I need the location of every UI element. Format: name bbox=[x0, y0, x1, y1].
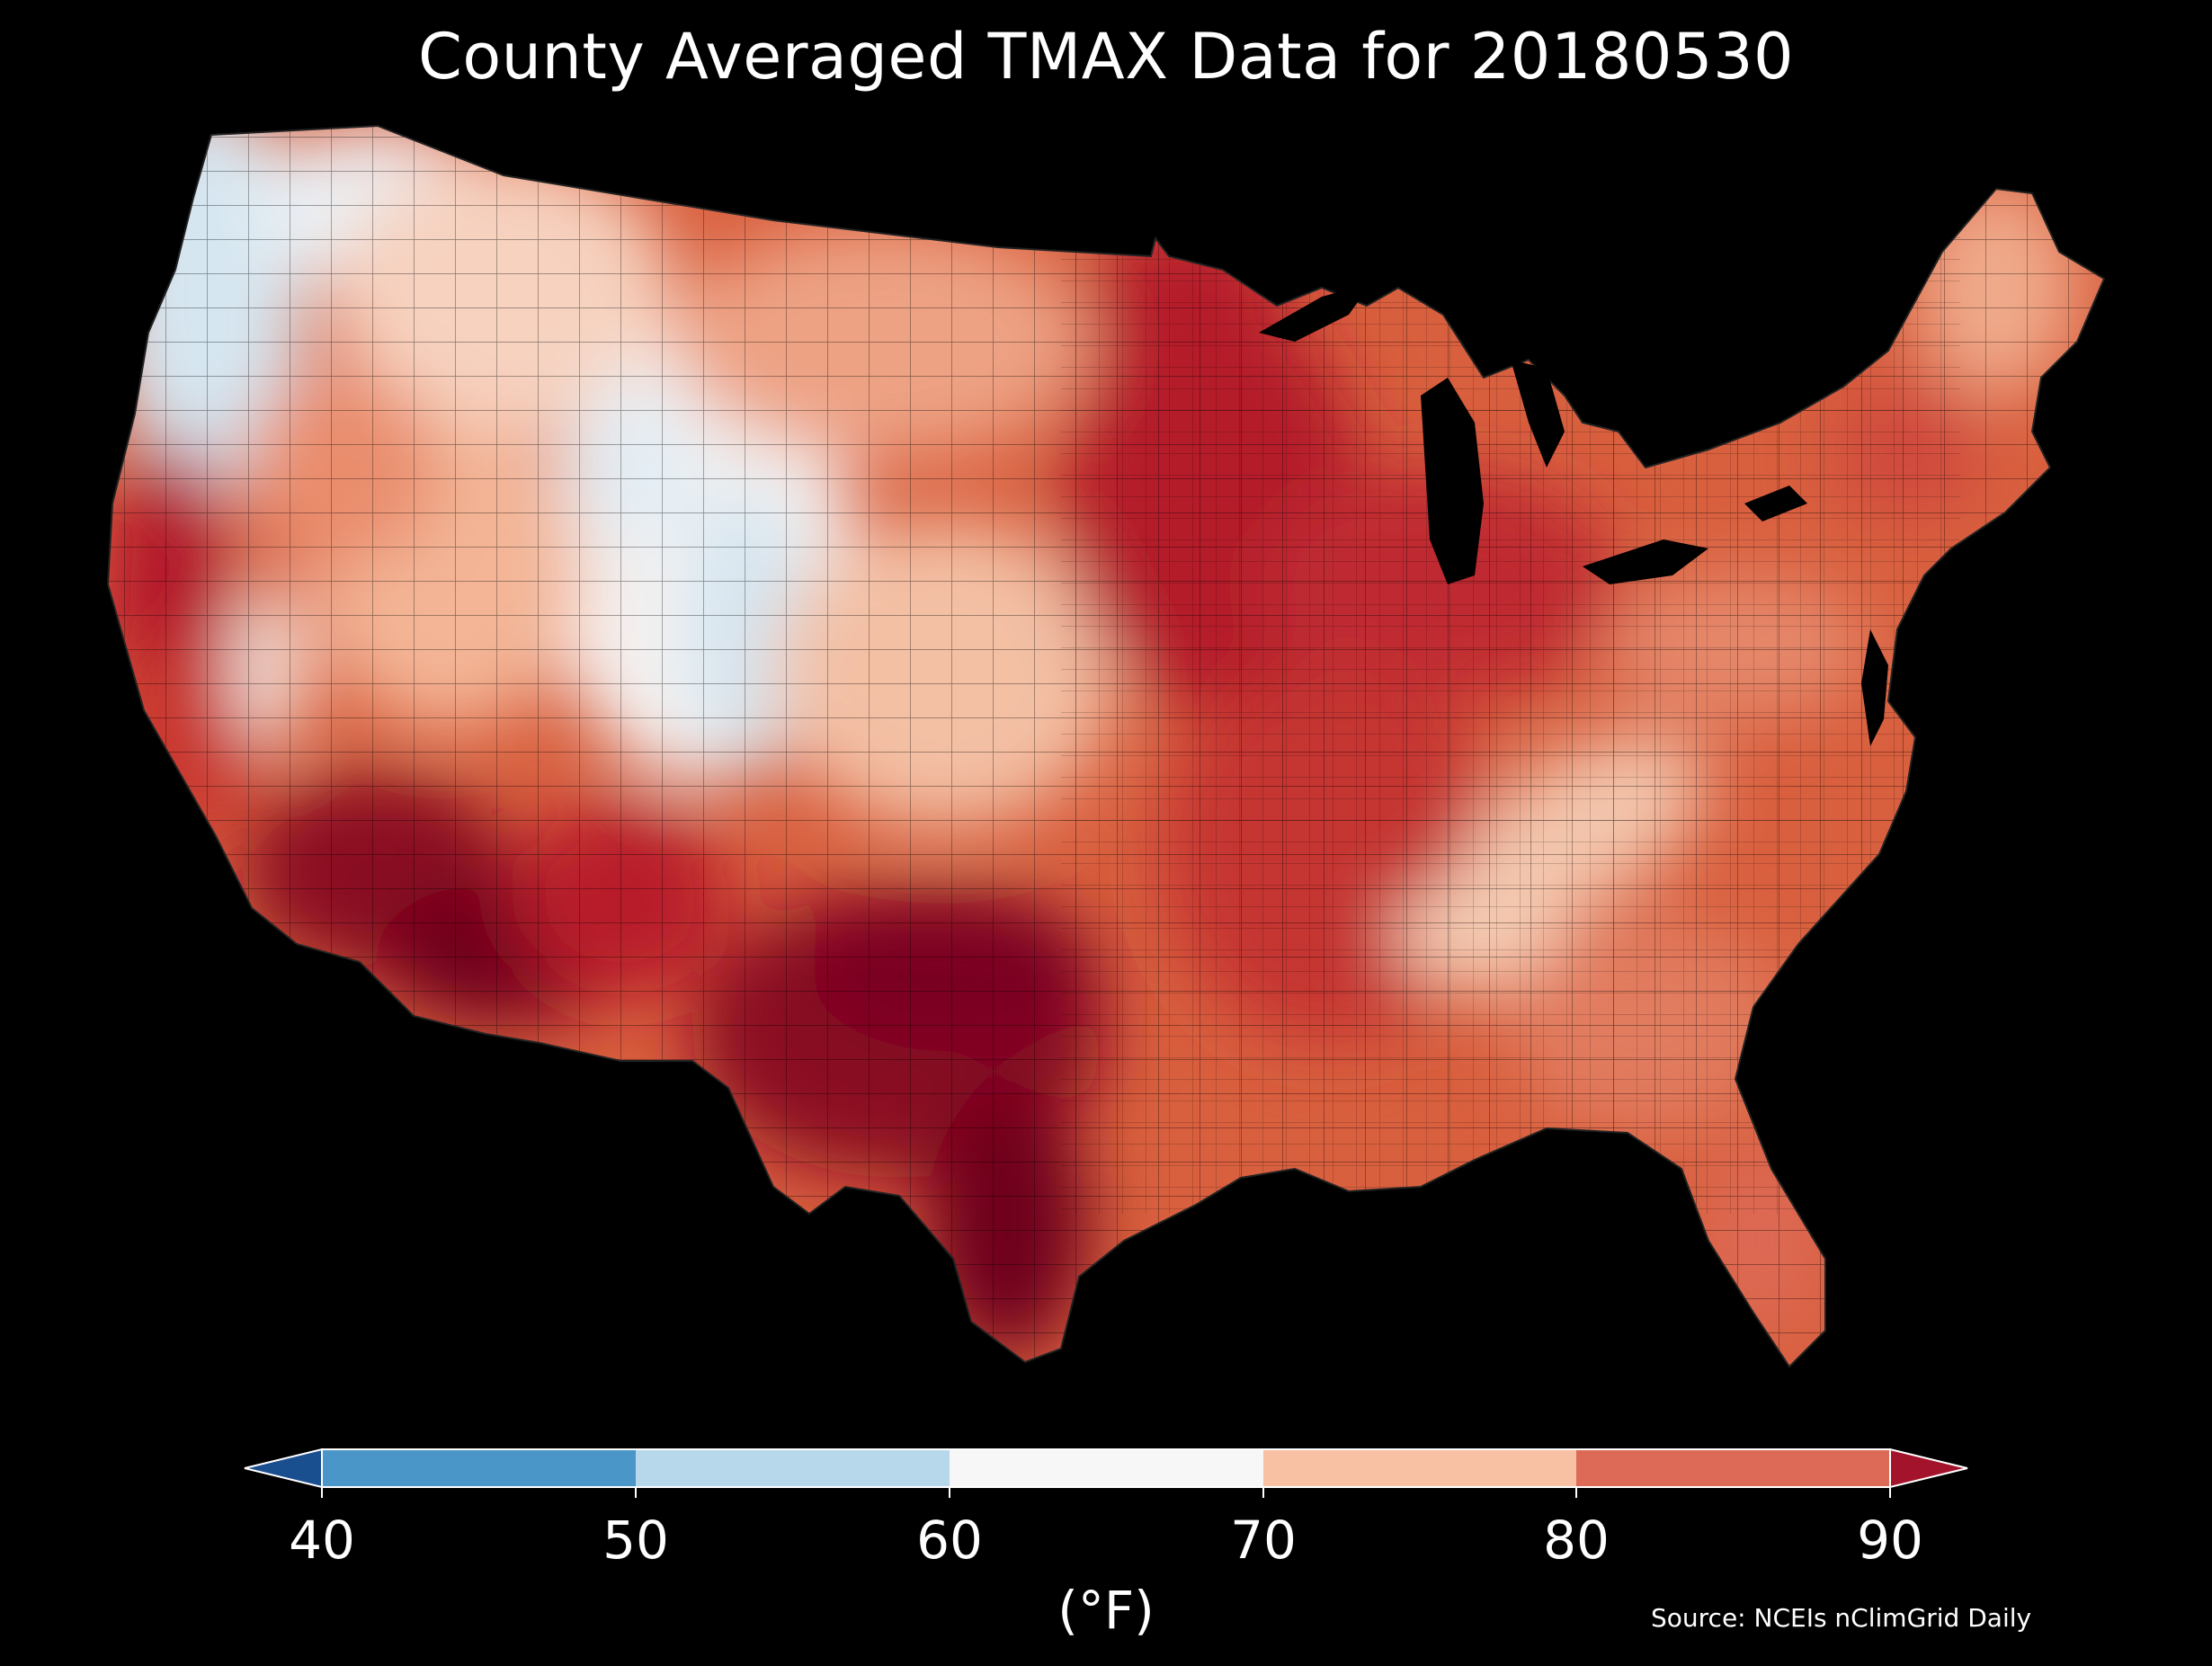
usa-map bbox=[106, 124, 2106, 1368]
colorbar-bin-60-70 bbox=[950, 1449, 1263, 1487]
colorbar-bin-40-50 bbox=[322, 1449, 636, 1487]
colorbar-unit-label: (°F) bbox=[1057, 1580, 1155, 1641]
colorbar-tick-label: 70 bbox=[1230, 1510, 1297, 1571]
colorbar-tick-label: 60 bbox=[916, 1510, 983, 1571]
colorbar-extend-low bbox=[244, 1448, 323, 1489]
colorbar-tick-label: 50 bbox=[602, 1510, 669, 1571]
map-title: County Averaged TMAX Data for 20180530 bbox=[417, 20, 1795, 94]
colorbar-extend-high bbox=[1889, 1448, 1968, 1489]
colorbar-outline bbox=[321, 1448, 1891, 1488]
great-lakes bbox=[1259, 283, 1888, 746]
colorbar-tick-label: 80 bbox=[1543, 1510, 1610, 1571]
colorbar-bin-70-80 bbox=[1263, 1449, 1576, 1487]
source-credit: Source: NCEIs nClimGrid Daily bbox=[1651, 1603, 2032, 1633]
colorbar-ticks bbox=[321, 1487, 1891, 1498]
colorbar-bin-80-90 bbox=[1576, 1449, 1890, 1487]
colorbar-bin-50-60 bbox=[636, 1449, 950, 1487]
colorbar-tick-label: 40 bbox=[289, 1510, 355, 1571]
colorbar-tick-label: 90 bbox=[1857, 1510, 1923, 1571]
